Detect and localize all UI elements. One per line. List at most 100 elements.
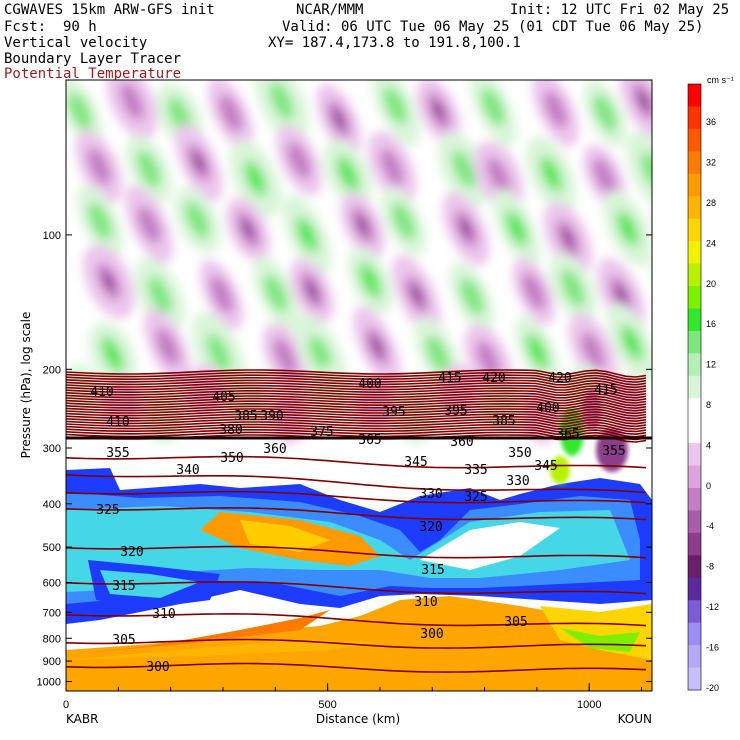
theta-label: 400 <box>358 377 381 392</box>
theta-contour <box>66 507 647 521</box>
colorbar-tick-label: 28 <box>706 198 716 208</box>
wave-streak-peak <box>301 226 313 244</box>
wave-streak-peak <box>511 220 522 237</box>
colorbar-swatch <box>688 667 701 691</box>
wave-streak-core <box>137 206 161 244</box>
theta-label: 395 <box>444 404 467 419</box>
theta-label: 420 <box>548 371 571 386</box>
colorbar-swatch <box>688 443 701 467</box>
wave-streak-core <box>592 158 617 196</box>
field-potential-temperature: Potential Temperature <box>4 66 182 82</box>
theta-contour <box>66 374 647 384</box>
wave-streak-peak <box>357 217 369 234</box>
wave-streak <box>104 378 140 430</box>
theta-label: 335 <box>464 463 487 478</box>
wave-streak-core <box>460 278 484 316</box>
theta-label: 300 <box>146 660 169 675</box>
colorbar-swatch <box>688 577 701 601</box>
theta-label: 310 <box>414 595 437 610</box>
right-station-label: KOUN <box>618 712 652 726</box>
y-tick-label: 500 <box>43 542 61 554</box>
wave-streak-peak <box>306 282 318 299</box>
colorbar-frame <box>687 83 702 691</box>
colorbar-swatch <box>688 488 701 511</box>
theta-label: 340 <box>176 463 199 478</box>
theta-contour <box>66 384 647 394</box>
theta-label: 395 <box>382 405 405 420</box>
theta-contour <box>66 371 647 381</box>
colorbar-swatch <box>688 84 701 107</box>
colorbar-swatch <box>688 128 701 152</box>
colorbar-unit: cm s⁻¹ <box>707 75 734 85</box>
x-axis: 0 500 1000 <box>63 683 643 711</box>
theta-label: 400 <box>536 401 559 416</box>
colorbar-tick-label: 20 <box>706 279 716 289</box>
wave-streak-peak <box>371 338 383 355</box>
theta-contour <box>66 421 647 430</box>
colorbar-tick-label: 12 <box>706 360 716 370</box>
valid-time: Valid: 06 UTC Tue 06 May 25 (01 CDT Tue … <box>282 19 704 35</box>
colorbar-swatch <box>688 555 701 579</box>
theta-label: 380 <box>219 423 242 438</box>
wave-streak-core <box>640 152 652 190</box>
theta-contour <box>66 405 647 415</box>
wave-streak-peak <box>615 286 627 304</box>
wave-streak-peak <box>622 219 633 237</box>
colorbar-swatch <box>688 263 701 287</box>
wave-streak-core <box>155 328 180 366</box>
wave-streak-core <box>543 90 568 128</box>
theta-label: 315 <box>421 563 444 578</box>
theta-label: 325 <box>464 490 487 505</box>
wave-streak-peak <box>460 220 472 238</box>
field-vertical-velocity: Vertical velocity <box>4 35 148 51</box>
theta-contour <box>66 545 647 559</box>
wave-streak-peak <box>333 110 345 128</box>
theta-label: 355 <box>106 446 129 461</box>
colorbar-swatch <box>688 106 701 130</box>
theta-label: 300 <box>420 627 443 642</box>
theta-contour <box>66 379 647 389</box>
y-tick-label: 200 <box>43 364 61 376</box>
theta-contour <box>66 418 647 428</box>
theta-contour <box>66 389 647 399</box>
wave-streak-core <box>308 335 333 373</box>
wave-streak-peak <box>673 221 688 241</box>
colorbar-swatch <box>688 286 701 309</box>
theta-contour <box>66 581 647 595</box>
org-label: NCAR/MMM <box>296 2 364 18</box>
y-tick-label: 100 <box>43 230 61 242</box>
colorbar-swatch <box>688 510 701 534</box>
colorbar-swatch <box>688 600 701 624</box>
y-tick-label: 300 <box>43 443 61 455</box>
wave-streak-core <box>581 332 605 370</box>
colorbar-tick-label: 8 <box>706 400 711 410</box>
wave-streak-core <box>185 201 210 239</box>
theta-label: 320 <box>120 545 143 560</box>
theta-contour <box>66 400 647 410</box>
wave-streak-core <box>383 87 408 125</box>
colorbar-tick-label: -16 <box>706 642 719 652</box>
colorbar-swatch <box>688 375 701 399</box>
theta-label: 310 <box>152 607 175 622</box>
theta-label: 410 <box>106 415 129 430</box>
theta-label: 375 <box>310 425 333 440</box>
forecast-hour: Fcst: 90 h <box>4 19 97 35</box>
wave-streak-core <box>391 202 416 240</box>
wave-streak-core <box>452 150 476 188</box>
theta-label: 415 <box>594 383 617 398</box>
y-tick-label: 600 <box>43 577 61 589</box>
colorbar-swatch <box>688 353 701 377</box>
wave-streak-peak <box>242 221 254 238</box>
theta-contour <box>66 395 647 404</box>
wave-streak-peak <box>365 272 376 290</box>
theta-label: 355 <box>602 444 625 459</box>
wave-streak <box>608 378 644 430</box>
wave-streak-core <box>522 272 546 310</box>
theta-label: 345 <box>404 455 427 470</box>
theta-label: 390 <box>260 409 283 424</box>
colorbar-swatch <box>688 196 701 220</box>
theta-contour <box>66 376 647 386</box>
colorbar-swatch <box>688 151 701 175</box>
